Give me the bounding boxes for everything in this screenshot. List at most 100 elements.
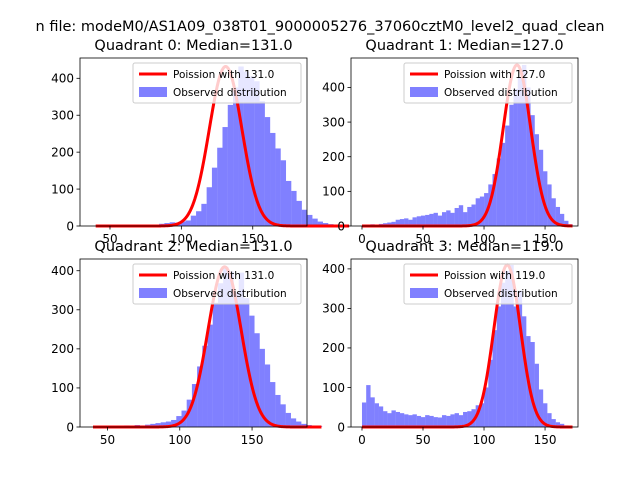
- histogram-bar: [370, 397, 375, 427]
- histogram-bar: [383, 411, 388, 427]
- histogram-bar: [505, 270, 510, 427]
- legend-poisson-label: Poission with 127.0: [444, 69, 545, 81]
- quadrant-3-plot-area: 0 50 100 150 0 100 200 300 400: [322, 258, 579, 447]
- y-tick-label: 100: [322, 381, 345, 395]
- histogram-bar: [399, 413, 405, 427]
- histogram-bar: [505, 125, 510, 226]
- histogram-bar: [285, 180, 292, 226]
- legend-observed-label: Observed distribution: [173, 288, 287, 300]
- histogram-bar: [547, 413, 552, 427]
- histogram-bar: [228, 271, 234, 427]
- histogram-bar: [425, 415, 430, 427]
- histogram-bar: [296, 421, 302, 427]
- histogram-bar: [463, 411, 468, 427]
- histogram-bar: [212, 302, 219, 427]
- histogram-bar: [513, 89, 518, 227]
- histogram-bar: [206, 187, 213, 226]
- histogram-bar: [391, 410, 396, 427]
- histogram-bar: [176, 416, 182, 427]
- histogram-bar: [526, 87, 531, 226]
- histogram-bar: [467, 411, 472, 427]
- histogram-bar: [420, 215, 426, 226]
- quadrant-3-legend: Poission with 119.0 Observed distributio…: [403, 263, 573, 305]
- legend-frame: [132, 62, 302, 104]
- histogram-bar: [296, 200, 302, 226]
- y-tick-label: 400: [322, 262, 345, 276]
- histogram-bar: [521, 316, 527, 427]
- histogram-bar: [547, 184, 552, 226]
- histogram-bar: [285, 412, 291, 427]
- histogram-bar: [530, 115, 535, 226]
- y-tick-label: 200: [322, 341, 345, 355]
- axes-frame: [350, 258, 579, 428]
- histogram-bar: [408, 415, 413, 427]
- quadrant-2-plot-area: 50 100 150 0 100 200 300 400: [51, 258, 323, 447]
- histogram-bar: [500, 282, 506, 427]
- quadrant-3-title: Quadrant 3: Median=119.0: [365, 239, 563, 255]
- y-tick-label: 0: [66, 420, 74, 434]
- y-tick-label: 300: [51, 303, 74, 317]
- histogram-bar: [441, 212, 447, 226]
- histogram-bar: [211, 167, 218, 226]
- histogram-bar: [425, 214, 430, 226]
- histogram-bar: [374, 403, 379, 427]
- histogram-bar: [475, 198, 481, 226]
- histogram-bar: [280, 160, 287, 226]
- legend-poisson-label: Poission with 119.0: [444, 270, 545, 282]
- histogram-bar: [437, 417, 443, 427]
- histogram-bar: [433, 212, 438, 226]
- quadrant-1-legend: Poission with 127.0 Observed distributio…: [403, 62, 573, 104]
- legend-frame: [403, 263, 573, 305]
- histogram-bar: [500, 142, 506, 226]
- y-tick-label: 100: [322, 185, 345, 199]
- x-tick-label: 100: [168, 433, 191, 447]
- histogram-bar: [317, 221, 323, 226]
- histogram-bar: [185, 220, 191, 226]
- histogram-bar: [479, 403, 485, 427]
- histogram-bar: [534, 134, 539, 226]
- histogram-bar: [404, 218, 409, 226]
- histogram-bar: [517, 290, 523, 427]
- histogram-bar: [269, 382, 276, 427]
- histogram-bar: [496, 158, 502, 226]
- x-tick-label: 100: [473, 232, 496, 246]
- histogram-bar: [307, 214, 313, 226]
- histogram-bar: [564, 220, 569, 226]
- x-tick-label: 50: [100, 433, 115, 447]
- histogram-bar: [280, 404, 286, 427]
- histogram-bar: [361, 402, 367, 427]
- histogram-bar: [517, 77, 523, 226]
- x-tick-label: 150: [241, 433, 264, 447]
- histogram-bar: [207, 324, 213, 427]
- axes-frame: [79, 258, 308, 428]
- histogram-bar: [463, 212, 468, 226]
- histogram-bar: [441, 415, 447, 427]
- legend-poisson-label: Poission with 131.0: [173, 270, 274, 282]
- histogram-bar: [171, 419, 177, 427]
- histogram-bar: [150, 423, 156, 427]
- histogram-bar: [509, 264, 514, 427]
- quadrant-2-title: Quadrant 2: Median=131.0: [94, 239, 292, 255]
- histogram-bar: [259, 348, 265, 427]
- histogram-bar: [165, 421, 172, 427]
- histogram-bar: [217, 283, 224, 427]
- y-tick-label: 100: [51, 381, 74, 395]
- histogram-bar: [446, 415, 451, 427]
- histogram-bar: [264, 364, 271, 427]
- quadrant-1-title: Quadrant 1: Median=127.0: [365, 38, 563, 54]
- histogram-bar: [197, 366, 203, 427]
- legend-observed-swatch: [410, 288, 438, 298]
- y-tick-label: 200: [51, 342, 74, 356]
- histogram-bar: [238, 66, 244, 227]
- histogram-bar: [471, 204, 476, 226]
- histogram-bar: [530, 342, 535, 427]
- x-tick-label: 100: [473, 433, 496, 447]
- histogram-bar: [551, 419, 556, 427]
- histogram-bar: [454, 413, 459, 427]
- histogram-bar: [555, 206, 561, 226]
- y-tick-label: 400: [51, 264, 74, 278]
- histogram-bar: [248, 76, 255, 227]
- histogram-bar: [559, 213, 565, 226]
- y-tick-label: 300: [51, 109, 74, 123]
